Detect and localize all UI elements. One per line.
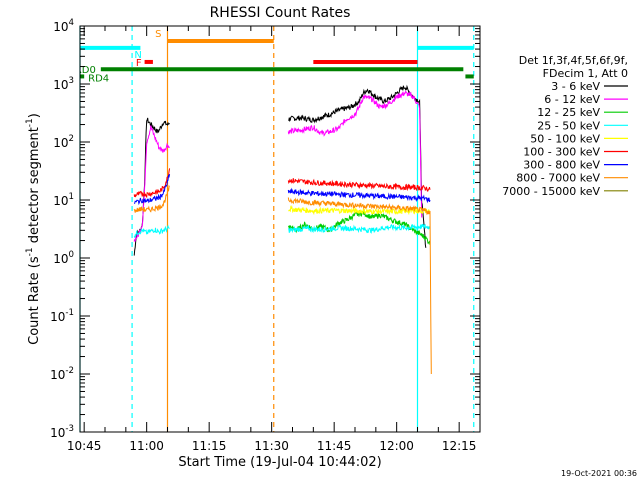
series-line — [133, 168, 171, 199]
y-tick-label-exponent: 0 — [69, 250, 75, 260]
y-axis-label-part: ) — [27, 113, 42, 118]
legend-entry-label: 6 - 12 keV — [544, 93, 600, 106]
legend-entry-label: 800 - 7000 keV — [516, 172, 600, 185]
legend-header: Det 1f,3f,4f,5f,6f,9f, — [519, 54, 628, 67]
y-tick-label-mantissa: 10 — [53, 194, 68, 208]
y-tick-label-exponent: 1 — [69, 192, 75, 202]
y-tick-label: 100 — [53, 250, 74, 266]
flag-label: RD0 — [75, 65, 96, 76]
series-line — [287, 177, 431, 192]
y-tick-label-mantissa: 10 — [53, 136, 68, 150]
series-line — [287, 90, 423, 218]
x-tick-label: 11:30 — [254, 439, 289, 453]
y-tick-label-exponent: 3 — [69, 76, 75, 86]
y-tick-label-mantissa: 10 — [50, 426, 65, 440]
y-tick-label-exponent: -1 — [65, 308, 74, 318]
y-tick-label-mantissa: 10 — [50, 368, 65, 382]
series-line — [133, 185, 170, 213]
x-tick-label: 12:15 — [442, 439, 477, 453]
y-tick-label-exponent: -2 — [65, 366, 74, 376]
legend-entry-label: 3 - 6 keV — [551, 80, 600, 93]
y-tick-label: 103 — [53, 76, 74, 92]
legend-header: FDecim 1, Att 0 — [543, 67, 628, 80]
legend-entry-label: 300 - 800 keV — [523, 159, 600, 172]
series-line — [133, 224, 170, 239]
y-tick-label-exponent: 4 — [69, 18, 75, 28]
x-tick-label: 11:45 — [317, 439, 352, 453]
y-tick-label: 10-1 — [50, 308, 74, 324]
series-line — [287, 197, 432, 375]
y-tick-label: 104 — [53, 18, 74, 34]
series-lines — [133, 84, 432, 375]
y-tick-label: 102 — [53, 134, 74, 150]
x-tick-label: 12:00 — [379, 439, 414, 453]
chart-title: RHESSI Count Rates — [210, 5, 351, 21]
legend: Det 1f,3f,4f,5f,6f,9f,FDecim 1, Att 03 -… — [502, 54, 628, 198]
y-tick-label: 101 — [53, 192, 74, 208]
y-tick-label-mantissa: 10 — [53, 20, 68, 34]
x-axis-label: Start Time (19-Jul-04 10:44:02) — [178, 455, 381, 470]
x-tick-label: 10:45 — [67, 439, 102, 453]
series-line — [287, 187, 431, 204]
series-line — [288, 84, 427, 248]
y-axis-label-part: detector segment — [27, 127, 42, 247]
y-tick-label-exponent: -3 — [65, 424, 74, 434]
series-line — [134, 174, 171, 206]
legend-entry-label: 25 - 50 keV — [537, 119, 600, 132]
legend-entry-label: 7000 - 15000 keV — [502, 185, 600, 198]
y-tick-label-mantissa: 10 — [50, 310, 65, 324]
y-tick-label-exponent: 2 — [69, 134, 75, 144]
y-axis-label: Count Rate (s-1 detector segment-1) — [25, 113, 42, 345]
flag-label: S — [155, 29, 161, 40]
y-axis-label-part: -1 — [25, 118, 35, 127]
y-tick-label: 10-3 — [50, 424, 74, 440]
series-line — [133, 117, 170, 256]
x-tick-label: 11:00 — [129, 439, 164, 453]
flag-label: F — [136, 58, 142, 69]
footer-date: 19-Oct-2021 00:36 — [561, 469, 637, 478]
legend-entry-label: 100 - 300 keV — [523, 146, 600, 159]
legend-entry-label: 50 - 100 keV — [530, 132, 600, 145]
legend-entry-label: 12 - 25 keV — [537, 106, 600, 119]
y-tick-label: 10-2 — [50, 366, 74, 382]
y-axis-label-part: -1 — [25, 247, 35, 256]
y-axis-label-part: Count Rate (s — [27, 256, 42, 345]
y-tick-label-mantissa: 10 — [53, 78, 68, 92]
x-tick-label: 11:15 — [192, 439, 227, 453]
y-tick-label-mantissa: 10 — [53, 252, 68, 266]
x-axis: 10:45 11:00 11:15 11:30 11:45 12:00 12:15 — [67, 26, 481, 453]
series-line — [287, 223, 431, 234]
plot-frame — [79, 25, 481, 433]
flag-label: N — [134, 50, 141, 61]
flag-label: RD4 — [88, 73, 109, 84]
